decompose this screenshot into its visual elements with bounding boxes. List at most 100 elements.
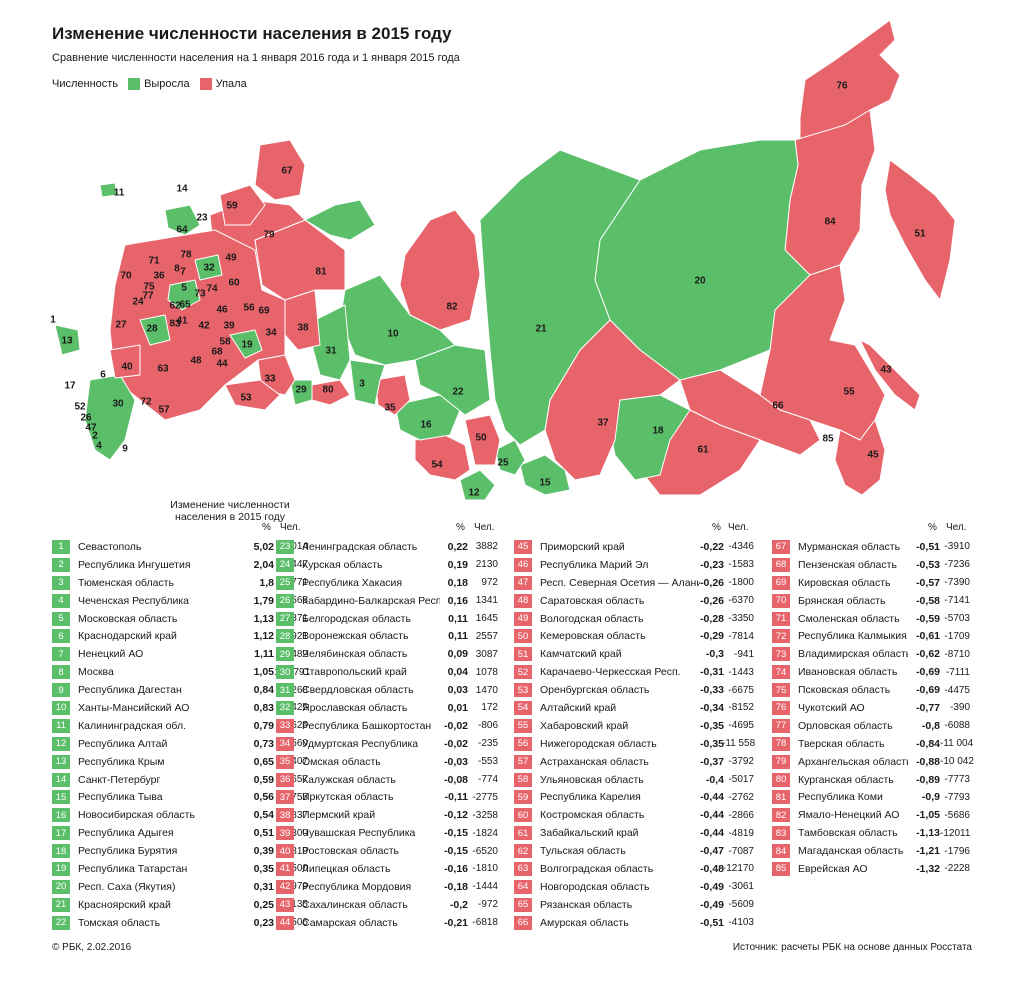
map-region-label: 43 xyxy=(880,365,892,376)
row-percent: 0,35 xyxy=(253,862,274,875)
table-row: 65 Рязанская область -0,49 -5609 xyxy=(514,896,754,914)
table-row: 22 Томская область 0,23 2506 xyxy=(52,914,308,932)
row-percent: 0,11 xyxy=(448,630,468,643)
map-region-label: 3 xyxy=(359,379,365,390)
map-region-label: 24 xyxy=(132,297,144,308)
table-row: 62 Тульская область -0,47 -7087 xyxy=(514,842,754,860)
map-region-label: 70 xyxy=(120,271,132,282)
row-percent: 0,31 xyxy=(253,880,274,893)
region-shape-komi xyxy=(254,219,346,301)
region-shape-crimea xyxy=(54,324,81,356)
row-number-badge: 20 xyxy=(52,879,70,894)
table-row: 26 Кабардино-Балкарская Респ. 0,16 1341 xyxy=(276,592,498,610)
row-region-name: Республика Крым xyxy=(78,755,165,768)
row-number-badge: 39 xyxy=(276,826,294,841)
row-people: -5609 xyxy=(728,899,754,911)
table-row: 77 Орловская область -0,8 -6088 xyxy=(772,717,970,735)
row-people: -972 xyxy=(477,899,498,911)
row-number-badge: 57 xyxy=(514,754,532,769)
row-percent: -1,32 xyxy=(916,862,940,875)
row-region-name: Московская область xyxy=(78,612,178,625)
table-row: 57 Астраханская область -0,37 -3792 xyxy=(514,753,754,771)
map-region-label: 57 xyxy=(158,405,170,416)
table-row: 50 Кемеровская область -0,29 -7814 xyxy=(514,627,754,645)
row-people: 2557 xyxy=(475,630,498,642)
row-number-badge: 12 xyxy=(52,736,70,751)
row-percent: -0,26 xyxy=(700,576,724,589)
row-region-name: Севастополь xyxy=(78,540,142,553)
row-percent: -0,21 xyxy=(444,916,468,929)
map-region-label: 62 xyxy=(169,301,181,312)
table-row: 34 Удмуртская Республика -0,02 -235 xyxy=(276,735,498,753)
row-number-badge: 46 xyxy=(514,557,532,572)
table-row: 83 Тамбовская область -1,13 -12011 xyxy=(772,824,970,842)
row-percent: 1,11 xyxy=(254,648,274,661)
row-region-name: Москва xyxy=(78,666,114,679)
table-row: 79 Архангельская область -0,88 -10 042 xyxy=(772,753,974,771)
row-number-badge: 62 xyxy=(514,844,532,859)
row-percent: -0,02 xyxy=(444,737,468,750)
map-region-label: 69 xyxy=(258,306,270,317)
legend-down-label: Упала xyxy=(215,78,247,90)
table-row: 40 Ростовская область -0,15 -6520 xyxy=(276,842,498,860)
legend-label: Численность xyxy=(52,78,119,90)
row-people: -3258 xyxy=(472,809,498,821)
table-row: 12 Республика Алтай 0,73 1560 xyxy=(52,735,308,753)
row-number-badge: 32 xyxy=(276,700,294,715)
region-shape-moscow-oblast xyxy=(167,279,201,311)
row-people: 1645 xyxy=(475,613,498,624)
table-row: 29 Челябинская область 0,09 3087 xyxy=(276,645,498,663)
row-percent: -0,84 xyxy=(916,737,940,750)
row-number-badge: 31 xyxy=(276,683,294,698)
table-row: 73 Владимирская область -0,62 -8710 xyxy=(772,645,970,663)
row-people: -5686 xyxy=(944,809,970,821)
row-people: 2506 xyxy=(285,917,308,929)
region-shape-magadan xyxy=(784,109,876,276)
row-people: -1444 xyxy=(472,881,498,893)
map-region-label: 79 xyxy=(263,230,275,241)
row-percent: 0,19 xyxy=(447,558,468,571)
row-percent: 1,13 xyxy=(253,612,274,625)
row-number-badge: 66 xyxy=(514,915,532,930)
row-region-name: Республика Башкортостан xyxy=(302,719,432,732)
row-number-badge: 76 xyxy=(772,700,790,715)
row-percent: 0,65 xyxy=(253,755,274,768)
row-percent: 2,04 xyxy=(253,558,274,571)
row-percent: -0,02 xyxy=(444,719,468,732)
row-people: -7773 xyxy=(944,774,970,786)
map-region-label: 59 xyxy=(226,201,238,212)
table-row: 51 Камчатский край -0,3 -941 xyxy=(514,645,754,663)
row-number-badge: 35 xyxy=(276,754,294,769)
row-region-name: Респ. Северная Осетия — Алания xyxy=(540,576,700,589)
row-region-name: Ненецкий АО xyxy=(78,648,144,661)
row-people: -2866 xyxy=(728,809,754,821)
row-percent: -0,59 xyxy=(916,612,940,625)
header-percent: % xyxy=(262,522,271,533)
row-percent: -0,15 xyxy=(444,827,468,840)
row-region-name: Карачаево-Черкесская Респ. xyxy=(540,666,681,679)
map-region-label: 41 xyxy=(176,316,188,327)
map-region-label: 32 xyxy=(203,263,215,274)
table-row: 24 Курская область 0,19 2130 xyxy=(276,556,498,574)
table-column: % Чел. 45 Приморский край -0,22 -4346 46 Респуб… xyxy=(514,522,755,932)
row-region-name: Удмуртская Республика xyxy=(302,737,419,750)
row-people: -3910 xyxy=(944,541,970,553)
row-people: -4103 xyxy=(728,917,754,929)
row-number-badge: 47 xyxy=(514,575,532,590)
row-region-name: Брянская область xyxy=(798,594,886,607)
row-people: -3792 xyxy=(728,756,754,768)
row-percent: 0,11 xyxy=(448,612,468,625)
row-people: -10 042 xyxy=(940,756,974,768)
row-region-name: Курганская область xyxy=(798,773,894,786)
row-percent: -0,89 xyxy=(916,773,940,786)
map-region-label: 35 xyxy=(384,403,396,414)
row-percent: 0,84 xyxy=(253,684,274,697)
map-region-label: 82 xyxy=(446,302,458,313)
table-row: 2 Республика Ингушетия 2,04 9447 xyxy=(52,556,308,574)
row-number-badge: 37 xyxy=(276,790,294,805)
